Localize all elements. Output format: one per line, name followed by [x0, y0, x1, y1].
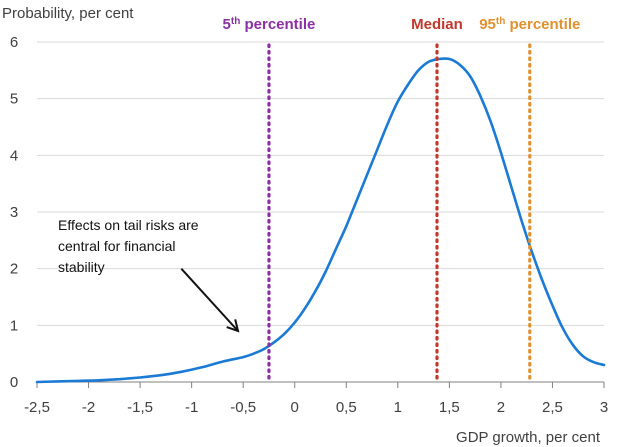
x-tick-label: 2,5 — [542, 399, 563, 416]
annotation-text-line: central for financial — [58, 238, 176, 254]
annotation-arrow-shaft — [180, 267, 239, 332]
x-tick-label: -1,5 — [127, 399, 153, 416]
axes — [36, 381, 605, 388]
y-tick-label: 1 — [10, 317, 18, 334]
x-tick-label: 1 — [394, 399, 402, 416]
y-tick-labels: 0 1 2 3 4 5 6 — [10, 34, 18, 391]
x-tick-label: 2 — [497, 399, 505, 416]
y-tick-label: 3 — [10, 204, 18, 221]
marker-label-0: 5th percentile — [223, 16, 316, 34]
x-tick-label: -0,5 — [230, 399, 256, 416]
x-axis-title: GDP growth, per cent — [456, 429, 601, 446]
annotation: Effects on tail risks are central for fin… — [58, 217, 240, 333]
x-tick-label: -1 — [185, 399, 198, 416]
x-tick-label: 0,5 — [336, 399, 357, 416]
x-tick-label: -2 — [82, 399, 95, 416]
marker-label-2: 95th percentile — [479, 16, 580, 34]
annotation-text-line: stability — [58, 259, 105, 275]
x-tick-label: 3 — [600, 399, 608, 416]
x-tick-label: -2,5 — [24, 399, 50, 416]
series-layer — [35, 57, 606, 384]
grid-lines — [37, 41, 604, 326]
x-tick-labels: -2,5 -2 -1,5 -1 -0,5 0 0,5 1 1,5 2 2,5 3 — [24, 399, 608, 416]
x-tick-label: 0 — [291, 399, 299, 416]
y-tick-label: 5 — [10, 91, 18, 108]
y-tick-label: 6 — [10, 34, 18, 51]
annotation-text-line: Effects on tail risks are — [58, 217, 199, 233]
marker-label-1: Median — [411, 16, 463, 33]
percentile-markers: 5th percentile Median 95th percentile — [223, 16, 580, 384]
y-tick-label: 0 — [10, 374, 18, 391]
y-tick-label: 4 — [10, 147, 18, 164]
y-tick-label: 2 — [10, 261, 18, 278]
annotation-arrow-head — [226, 319, 240, 333]
y-axis-title: Probability, per cent — [2, 5, 134, 22]
x-tick-label: 1,5 — [439, 399, 460, 416]
series-line-0 — [35, 57, 606, 384]
